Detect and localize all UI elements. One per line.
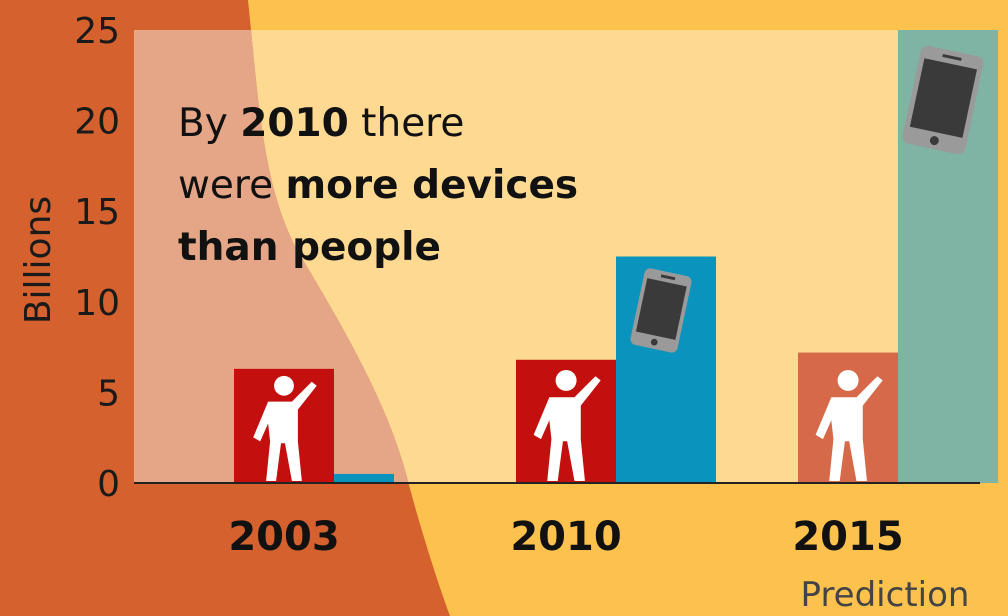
- bars: [234, 30, 998, 483]
- y-axis-label: Billions: [18, 196, 59, 324]
- annotation-bold-year: 2010: [240, 101, 349, 146]
- y-tick-label: 5: [97, 373, 120, 414]
- x-tick-label-2010: 2010: [510, 514, 621, 560]
- annotation-line-2: were more devices: [178, 163, 578, 208]
- annotation-line-3: than people: [178, 225, 441, 270]
- annotation-text: By: [178, 101, 240, 146]
- bar-devices-2003: [334, 473, 394, 483]
- prediction-label: Prediction: [801, 575, 970, 615]
- person-icon: [253, 375, 317, 481]
- y-tick-label: 25: [74, 11, 120, 52]
- smartphone-icon: [902, 45, 984, 155]
- person-icon: [815, 369, 883, 481]
- x-tick-label-2003: 2003: [228, 514, 339, 560]
- y-tick-label: 10: [74, 283, 120, 324]
- x-tick-label-2015: 2015: [792, 514, 903, 560]
- y-tick-label: 0: [97, 464, 120, 505]
- annotation-text: were: [178, 163, 285, 208]
- y-axis-ticks: 0 5 10 15 20 25: [74, 11, 120, 505]
- x-axis-categories: 2003 2010 2015: [228, 514, 903, 560]
- y-tick-label: 20: [74, 102, 120, 143]
- annotation-line-1: By 2010 there: [178, 101, 464, 146]
- y-tick-label: 15: [74, 192, 120, 233]
- person-icon: [533, 369, 601, 481]
- annotation-bold-phrase: more devices: [285, 163, 578, 208]
- annotation-text: there: [349, 101, 465, 146]
- smartphone-icon: [630, 268, 692, 353]
